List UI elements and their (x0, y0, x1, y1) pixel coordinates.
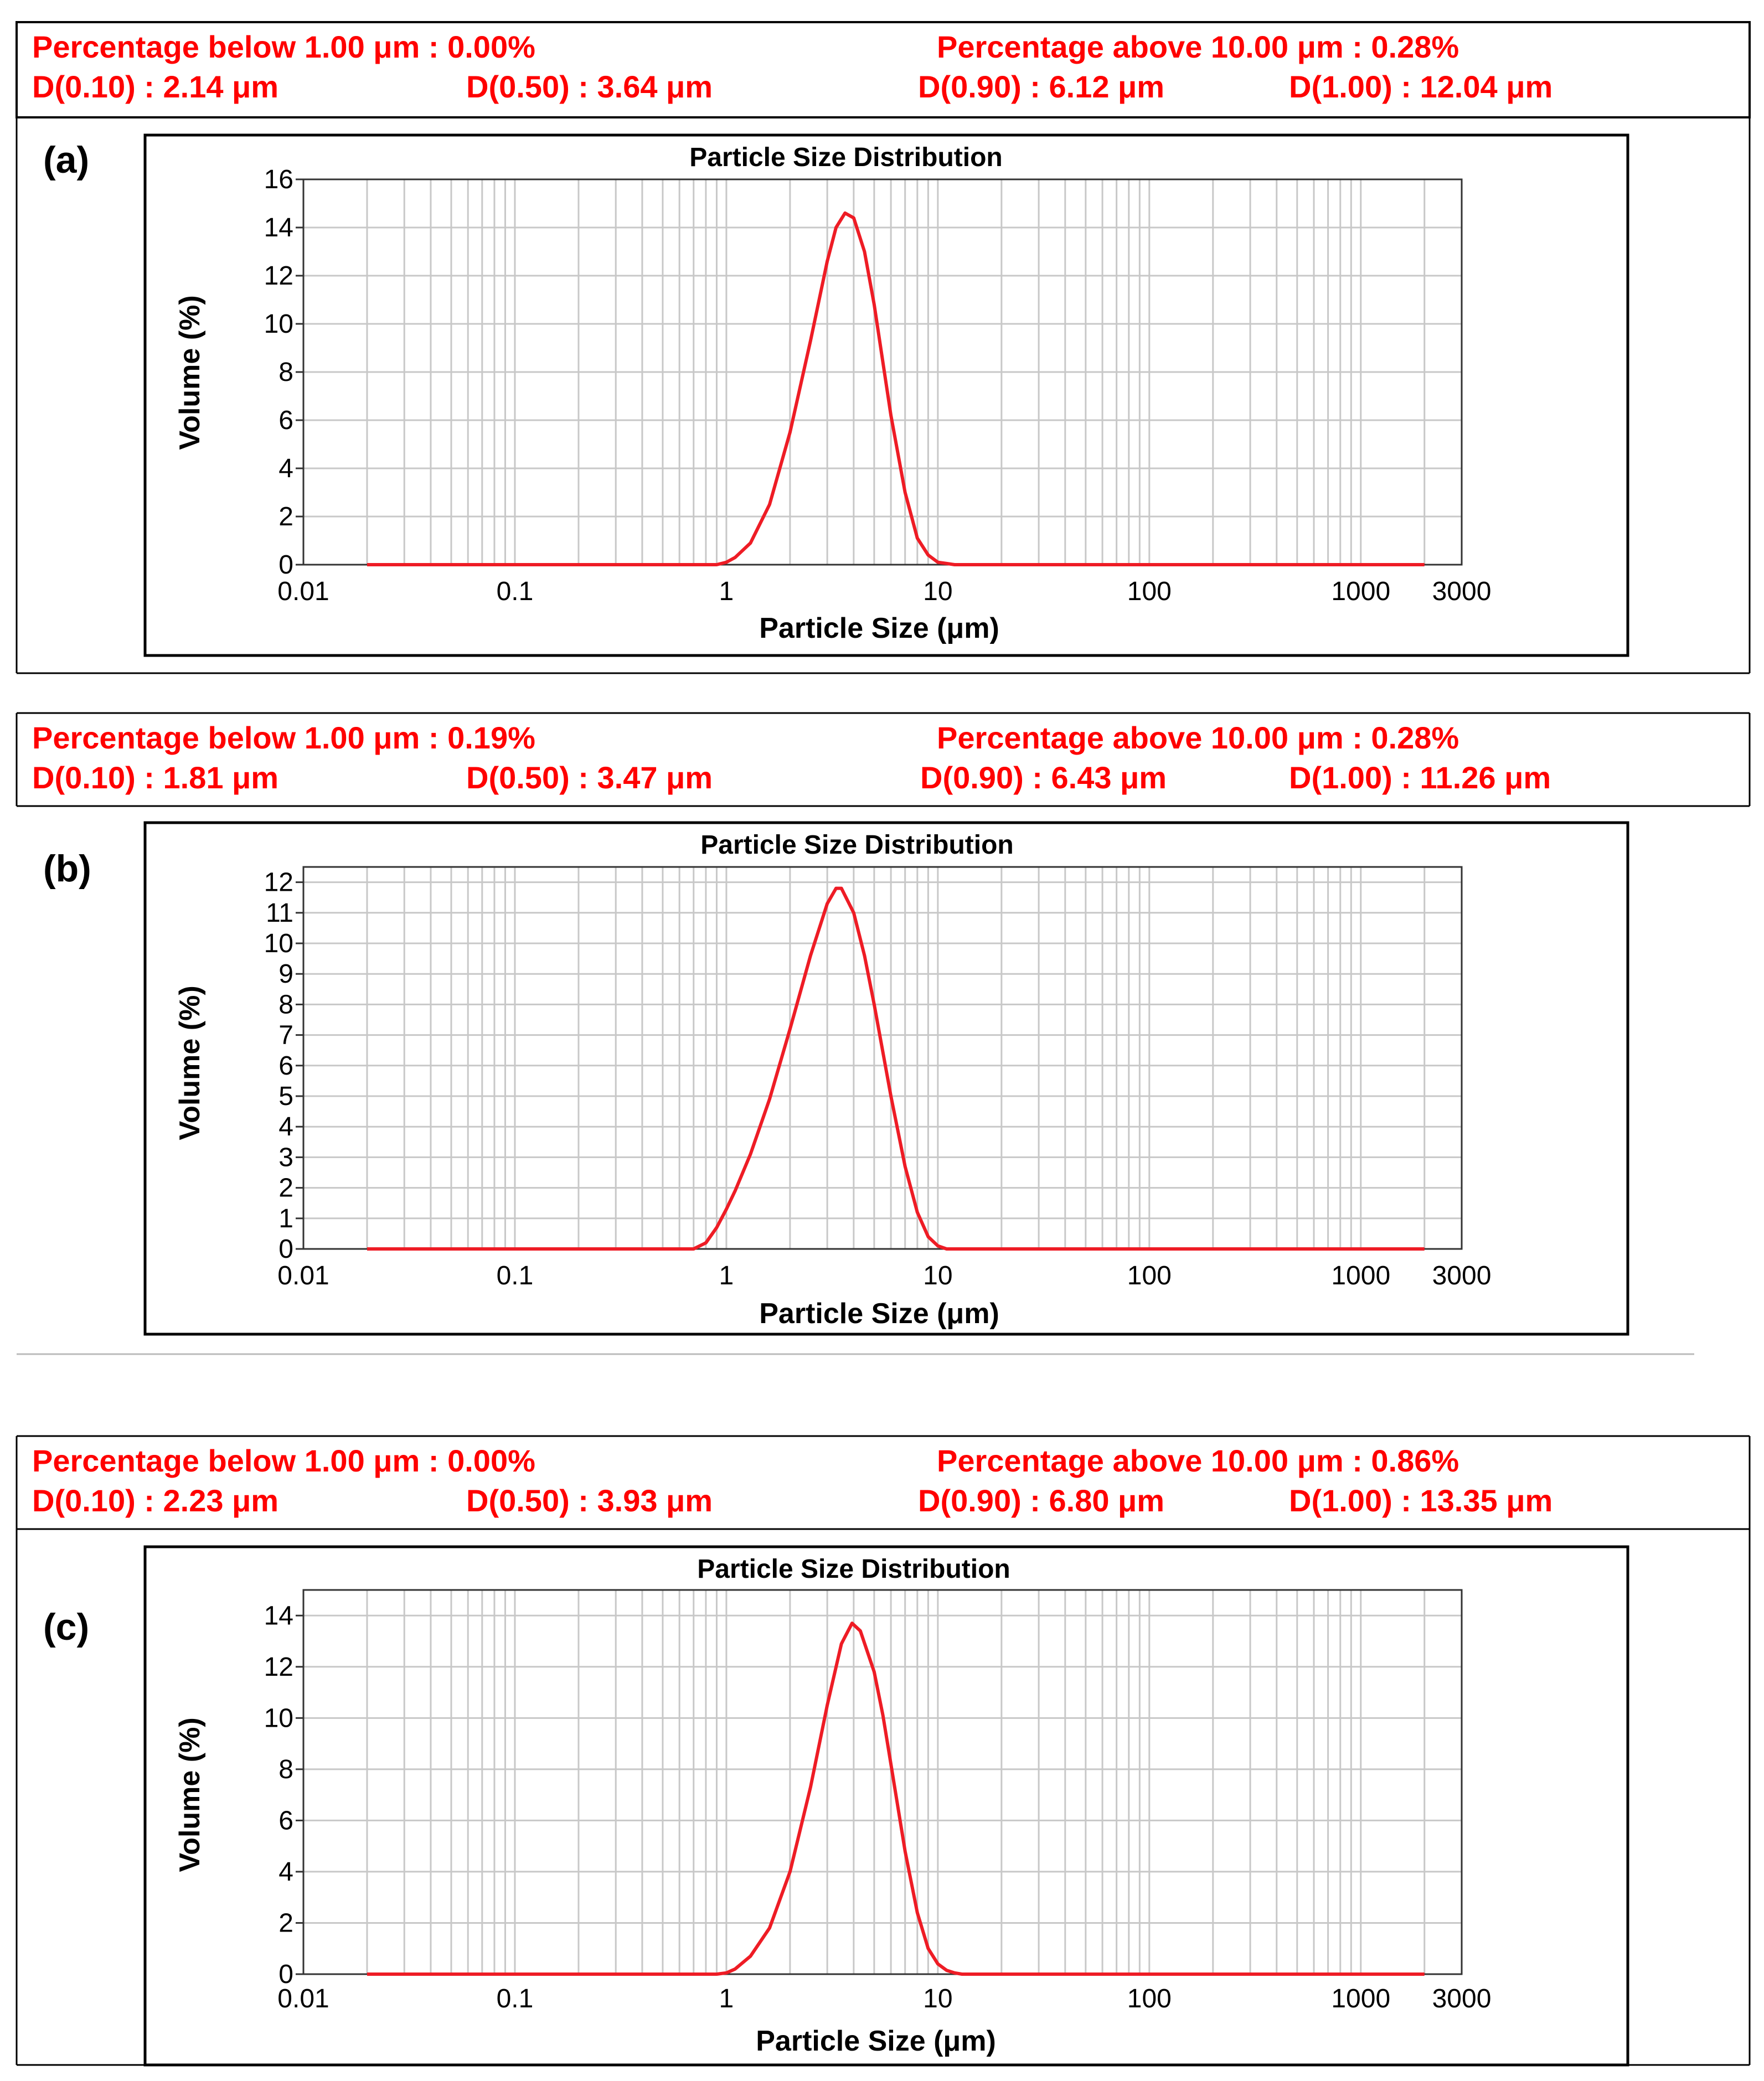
y-tick-label: 0 (278, 550, 293, 580)
stat-d100: D(1.00) : 11.26 μm (1289, 760, 1551, 795)
x-tick-label: 1 (719, 1984, 734, 2013)
chart-frame (143, 1545, 1629, 2067)
stat-d90: D(0.90) : 6.12 μm (918, 69, 1164, 104)
panel-label: (c) (43, 1606, 89, 1648)
chart-title: Particle Size Distribution (697, 1555, 1010, 1584)
y-tick-label: 12 (264, 261, 293, 291)
plot-box (302, 1589, 1463, 1975)
x-tick-label: 1000 (1331, 1261, 1390, 1290)
y-tick-label: 8 (278, 1755, 293, 1784)
chart-frame (143, 821, 1629, 1336)
panel-b: Percentage below 1.00 μm : 0.19% Percent… (16, 712, 1751, 1355)
stat-percentage-above: Percentage above 10.00 μm : 0.28% (937, 720, 1459, 755)
x-axis-label: Particle Size (μm) (756, 2025, 996, 2057)
y-tick-label: 8 (278, 358, 293, 387)
y-tick-label: 12 (264, 1653, 293, 1682)
x-tick-label: 3000 (1432, 1261, 1492, 1290)
stat-d50: D(0.50) : 3.93 μm (466, 1483, 713, 1518)
y-tick-label: 6 (278, 406, 293, 435)
y-tick-label: 14 (264, 213, 293, 242)
stat-d10: D(0.10) : 2.14 μm (32, 69, 278, 104)
y-tick-label: 4 (278, 1112, 293, 1142)
x-tick-label: 10 (923, 577, 952, 606)
stat-percentage-below: Percentage below 1.00 μm : 0.19% (32, 720, 535, 755)
stat-percentage-below: Percentage below 1.00 μm : 0.00% (32, 1443, 535, 1478)
volume-curve (367, 1622, 1425, 1976)
x-tick-label: 1 (719, 1261, 734, 1290)
y-tick-label: 9 (278, 959, 293, 989)
x-tick-label: 0.01 (277, 1261, 329, 1290)
x-tick-label: 1 (719, 577, 734, 606)
stat-d100: D(1.00) : 13.35 μm (1289, 1483, 1552, 1518)
y-tick-label: 7 (278, 1021, 293, 1050)
panel-c: Percentage below 1.00 μm : 0.00% Percent… (16, 1435, 1751, 2067)
x-tick-label: 100 (1127, 1261, 1172, 1290)
stat-percentage-above: Percentage above 10.00 μm : 0.86% (937, 1443, 1459, 1478)
chart-frame (143, 133, 1629, 657)
y-tick-label: 1 (278, 1204, 293, 1233)
x-axis-label: Particle Size (μm) (759, 612, 999, 644)
y-axis-label: Volume (%) (174, 1717, 206, 1872)
x-tick-label: 3000 (1432, 577, 1492, 606)
y-tick-label: 10 (264, 1703, 293, 1733)
stat-d50: D(0.50) : 3.64 μm (466, 69, 713, 104)
x-tick-label: 10 (923, 1984, 952, 2013)
y-tick-label: 16 (264, 165, 293, 194)
x-tick-label: 3000 (1432, 1984, 1492, 2013)
x-tick-label: 100 (1127, 577, 1172, 606)
y-tick-label: 11 (266, 899, 293, 928)
stat-d90: D(0.90) : 6.80 μm (918, 1483, 1164, 1518)
y-axis-label: Volume (%) (174, 295, 206, 450)
stats-box (16, 21, 1751, 118)
x-tick-label: 0.1 (497, 577, 534, 606)
plot-area: 0 2 4 6 8 10 12 14 16 0.01 0.1 1 10 100 1000 3000 (264, 165, 1492, 606)
x-tick-label: 10 (923, 1261, 952, 1290)
y-tick-label: 6 (278, 1806, 293, 1835)
panel-a: Percentage below 1.00 μm : 0.00% Percent… (16, 21, 1751, 674)
y-tick-label: 8 (278, 990, 293, 1019)
plot-area: 0 2 4 6 8 10 12 14 0.01 0.1 1 10 100 1000 3000 (264, 1589, 1492, 2013)
y-tick-label: 10 (264, 309, 293, 339)
x-tick-label: 0.01 (277, 577, 329, 606)
x-tick-label: 0.01 (277, 1984, 329, 2013)
stat-d100: D(1.00) : 12.04 μm (1289, 69, 1552, 104)
y-tick-label: 0 (278, 1960, 293, 1989)
stat-d10: D(0.10) : 2.23 μm (32, 1483, 278, 1518)
y-axis-label: Volume (%) (174, 985, 206, 1140)
panel-label: (b) (43, 848, 91, 890)
y-tick-label: 3 (278, 1143, 293, 1172)
x-tick-label: 100 (1127, 1984, 1172, 2013)
x-axis-label: Particle Size (μm) (759, 1298, 999, 1330)
y-tick-label: 6 (278, 1051, 293, 1081)
y-tick-label: 2 (278, 502, 293, 531)
stat-d10: D(0.10) : 1.81 μm (32, 760, 278, 795)
stat-percentage-below: Percentage below 1.00 μm : 0.00% (32, 29, 535, 64)
y-tick-label: 4 (278, 454, 293, 483)
y-tick-label: 5 (278, 1082, 293, 1111)
y-tick-label: 0 (278, 1235, 293, 1264)
y-tick-label: 10 (264, 929, 293, 958)
y-tick-label: 2 (278, 1908, 293, 1938)
y-tick-label: 2 (278, 1174, 293, 1203)
y-tick-label: 14 (264, 1601, 293, 1630)
x-tick-label: 1000 (1331, 577, 1390, 606)
volume-curve (367, 211, 1425, 566)
y-tick-label: 12 (264, 868, 293, 897)
panel-label: (a) (43, 139, 89, 181)
volume-curve (367, 886, 1425, 1251)
stat-d90: D(0.90) : 6.43 μm (920, 760, 1167, 795)
x-tick-label: 0.1 (497, 1984, 534, 2013)
stat-percentage-above: Percentage above 10.00 μm : 0.28% (937, 29, 1459, 64)
y-tick-label: 4 (278, 1857, 293, 1887)
x-tick-label: 0.1 (497, 1261, 534, 1290)
chart-title: Particle Size Distribution (700, 830, 1013, 860)
x-tick-label: 1000 (1331, 1984, 1390, 2013)
chart-title: Particle Size Distribution (689, 143, 1002, 172)
plot-box (302, 866, 1463, 1250)
stat-d50: D(0.50) : 3.47 μm (466, 760, 713, 795)
